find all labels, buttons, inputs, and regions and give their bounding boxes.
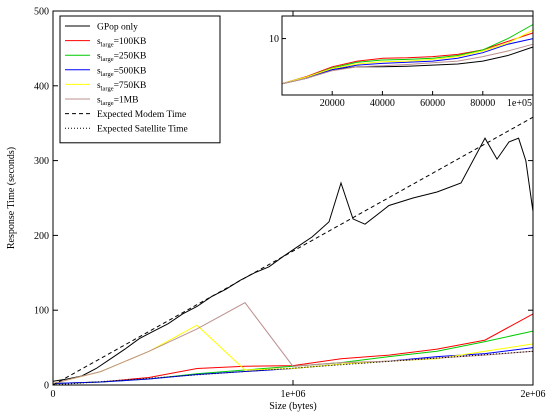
y-tick-label: 500	[34, 7, 49, 18]
inset-x-tick-label: 80000	[470, 98, 495, 109]
inset-series-line-5	[281, 43, 534, 85]
legend-label: GPop only	[97, 23, 138, 33]
main-series-line-7	[53, 350, 533, 385]
legend-box	[59, 15, 221, 144]
main-series-line-5	[53, 302, 533, 384]
main-series-line-6	[53, 116, 533, 385]
legend-label: slarge=750KB	[97, 81, 146, 93]
legend-label: slarge=1MB	[97, 96, 138, 108]
x-tick-label: 0	[51, 389, 56, 400]
legend-label: slarge=250KB	[97, 52, 146, 64]
inset-y-tick-label: 10	[269, 34, 279, 45]
inset-x-tick-label: 1e+05	[507, 98, 532, 109]
main-series-line-0	[53, 137, 533, 382]
inset-x-tick-label: 40000	[370, 98, 395, 109]
inset-series-line-1	[281, 32, 534, 85]
legend: GPop only slarge=100KB slarge=250KB slarge=…	[59, 15, 221, 144]
inset-axes-layer: 20000 40000 60000 80000 1e+05 10	[269, 34, 534, 109]
y-tick-label: 200	[34, 231, 49, 242]
inset-series-line-3	[281, 38, 534, 85]
inset-plot-frame	[281, 15, 534, 96]
main-series-line-4	[53, 324, 533, 384]
x-tick-label: 1e+06	[280, 389, 305, 400]
y-axis-title: Response Time (seconds)	[6, 147, 17, 249]
y-tick-label: 400	[34, 81, 49, 92]
y-tick-label: 100	[34, 306, 49, 317]
inset-x-tick-label: 60000	[420, 98, 445, 109]
x-tick-label: 2e+06	[520, 389, 545, 400]
inset-series-layer	[281, 24, 534, 85]
legend-label: Expected Modem Time	[97, 110, 186, 120]
inset-x-tick-label: 20000	[320, 98, 345, 109]
legend-label: slarge=500KB	[97, 66, 146, 78]
legend-label: slarge=100KB	[97, 37, 146, 49]
main-axes-layer: 0 1e+06 2e+06 0 100 200 300 400 500 Size (bytes) R…	[6, 7, 546, 413]
x-axis-title: Size (bytes)	[269, 401, 317, 412]
legend-label: Expected Satellite Time	[97, 125, 188, 135]
inset-plot-background	[282, 16, 533, 95]
main-series-line-2	[53, 330, 533, 384]
main-series-layer	[53, 116, 533, 385]
inset-series-line-4	[281, 29, 534, 85]
y-tick-label: 300	[34, 156, 49, 167]
y-tick-label: 0	[44, 381, 49, 392]
